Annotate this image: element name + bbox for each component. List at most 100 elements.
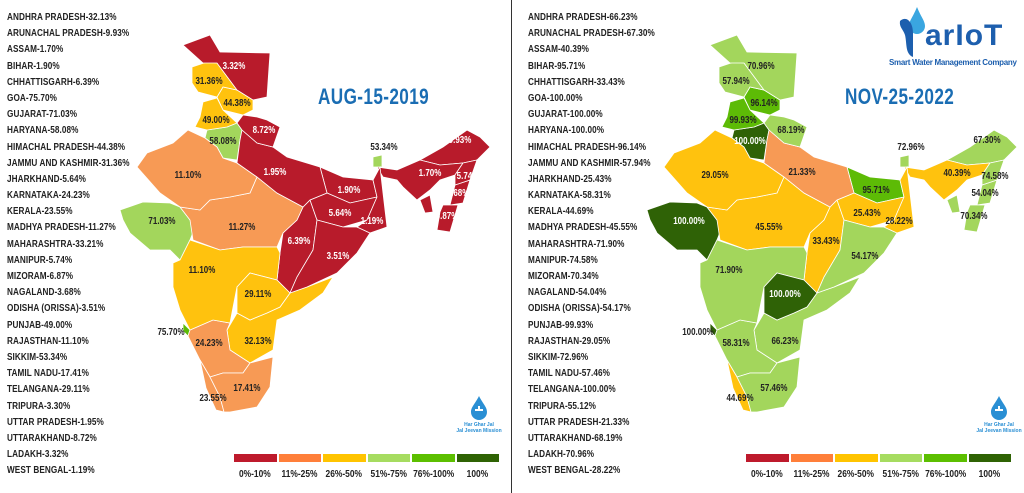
logo-tagline: Smart Water Management Company (889, 58, 1017, 67)
map-label-odisha-orissa: 3.51% (327, 250, 350, 261)
legend-item-: 0%-10% (234, 454, 277, 480)
state-list-item-gujarat: GUJARAT-71.03% (7, 108, 78, 121)
state-list-item-tamil-nadu: TAMIL NADU-57.46% (528, 367, 611, 380)
state-list-item-madhya-pradesh: MADHYA PRADESH-45.55% (528, 221, 638, 234)
legend-swatch (456, 454, 499, 462)
date-title-2019: AUG-15-2019 (318, 84, 430, 109)
state-region-tripura (419, 194, 434, 214)
india-map-2022: 66.23% 67.30% 40.39% 95.71% 33.43% 100.00% 100… (646, 34, 1018, 413)
legend-swatch (924, 454, 967, 462)
state-list-2022: ANDHRA PRADESH-66.23% ARUNACHAL PRADESH-6… (528, 9, 691, 478)
state-list-item-gujarat: GUJARAT-100.00% (528, 108, 603, 121)
map-label-telangana: 29.11% (245, 288, 272, 299)
state-list-item-madhya-pradesh: MADHYA PRADESH-11.27% (7, 221, 116, 234)
map-label-tamil-nadu: 57.46% (760, 382, 787, 393)
map-label-chhattisgarh: 33.43% (812, 235, 839, 246)
state-list-item-mizoram: MIZORAM-70.34% (528, 270, 599, 282)
state-region-punjab (194, 97, 238, 131)
state-region-jharkhand (836, 192, 905, 228)
map-label-west-bengal: 28.22% (885, 215, 912, 226)
legend-item-: 0%-10% (746, 454, 789, 480)
map-label-punjab: 49.00% (202, 114, 229, 125)
state-list-item-chhattisgarh: CHHATTISGARH-33.43% (528, 75, 625, 88)
state-list-item-jammu-and-kashmir: JAMMU AND KASHMIR-57.94% (528, 156, 651, 169)
map-label-maharashtra: 11.10% (189, 264, 216, 275)
state-list-item-manipur: MANIPUR-74.58% (528, 253, 598, 266)
map-label-arunachal-pradesh: 67.30% (973, 134, 1000, 145)
map-label-kerala: 44.69% (726, 392, 753, 403)
panel-divider (511, 0, 512, 493)
state-region-nagaland (981, 159, 1005, 186)
legend-2019: 0%-10% 11%-25% 26%-50% 51%-75% 76%-100% 100% (234, 454, 499, 480)
map-label-ladakh: 3.32% (223, 60, 246, 71)
legend-label: 100% (978, 468, 1001, 480)
harlot-logo: arIoT (895, 3, 1020, 59)
state-list-item-bihar: BIHAR-1.90% (7, 59, 60, 72)
map-label-himachal-pradesh: 96.14% (750, 97, 777, 108)
state-list-item-bihar: BIHAR-95.71% (528, 59, 586, 72)
jjm-line1: Har Ghar Jal (464, 422, 494, 428)
state-list-item-andhra-pradesh: ANDHRA PRADESH-66.23% (528, 11, 638, 23)
state-list-item-haryana: HARYANA-100.00% (528, 124, 605, 137)
map-label-tamil-nadu: 17.41% (233, 382, 260, 393)
state-region-nagaland (454, 159, 478, 186)
jal-jeevan-logo-2022: Har Ghar Jal Jal Jeevan Mission (974, 396, 1024, 434)
state-list-item-jammu-and-kashmir: JAMMU AND KASHMIR-31.36% (7, 156, 130, 169)
state-region-telangana (236, 272, 291, 321)
legend-label: 51%-75% (370, 468, 407, 480)
map-label-maharashtra: 71.90% (715, 264, 742, 275)
state-region-sikkim (899, 154, 910, 168)
map-label-bihar: 1.90% (338, 184, 361, 195)
state-list-item-jharkhand: JHARKHAND-25.43% (528, 172, 612, 185)
map-label-punjab: 99.93% (729, 114, 756, 125)
map-label-west-bengal: 1.19% (361, 215, 384, 226)
map-label-karnataka: 24.23% (195, 337, 222, 348)
state-list-item-odisha-orissa: ODISHA (ORISSA)-3.51% (7, 302, 106, 315)
map-label-rajasthan: 29.05% (701, 169, 728, 180)
map-label-assam: 1.70% (419, 167, 442, 178)
state-list-item-arunachal-pradesh: ARUNACHAL PRADESH-9.93% (7, 27, 130, 40)
legend-item-: 11%-25% (278, 454, 321, 480)
state-list-item-maharashtra: MAHARASHTRA-71.90% (528, 237, 625, 250)
map-label-nagaland: 54.04% (971, 187, 998, 198)
legend-item-: 51%-75% (367, 454, 410, 480)
state-list-item-assam: ASSAM-40.39% (528, 43, 590, 56)
map-label-bihar: 95.71% (862, 184, 889, 195)
water-tap-drop-icon (471, 396, 487, 420)
map-label-uttarakhand: 8.72% (253, 124, 276, 135)
state-list-item-jharkhand: JHARKHAND-5.64% (7, 172, 86, 185)
map-label-chhattisgarh: 6.39% (288, 235, 311, 246)
legend-item-: 26%-50% (835, 454, 878, 480)
legend-item-: 100% (456, 454, 499, 480)
state-list-item-ladakh: LADAKH-70.96% (528, 448, 595, 461)
jal-jeevan-logo-2019: Har Ghar Jal Jal Jeevan Mission (454, 396, 504, 434)
legend-item-: 51%-75% (879, 454, 922, 480)
jjm-line1: Har Ghar Jal (984, 422, 1014, 428)
legend-label: 0%-10% (751, 468, 784, 480)
state-list-item-nagaland: NAGALAND-54.04% (528, 286, 607, 299)
state-list-item-nagaland: NAGALAND-3.68% (7, 286, 81, 299)
state-list-item-odisha-orissa: ODISHA (ORISSA)-54.17% (528, 302, 631, 315)
state-list-item-goa: GOA-75.70% (7, 91, 57, 104)
legend-label: 100% (466, 468, 489, 480)
map-label-mizoram: 70.34% (960, 210, 987, 221)
map-label-jharkhand: 25.43% (853, 207, 880, 218)
state-region-assam (903, 159, 991, 201)
map-label-andhra-pradesh: 32.13% (244, 335, 271, 346)
legend-label: 76%-100% (412, 468, 454, 480)
legend-label: 51%-75% (882, 468, 919, 480)
legend-swatch (234, 454, 277, 462)
state-region-odisha-orissa (289, 219, 371, 294)
state-region-assam (376, 159, 464, 201)
legend-label: 76%-100% (924, 468, 966, 480)
state-list-item-assam: ASSAM-1.70% (7, 43, 64, 56)
legend-2022: 0%-10% 11%-25% 26%-50% 51%-75% 76%-100% 100% (746, 454, 1011, 480)
legend-item-: 76%-100% (412, 454, 455, 480)
map-label-kerala: 23.55% (199, 392, 226, 403)
state-region-west-bengal (883, 165, 915, 234)
state-region-uttarakhand (763, 114, 808, 148)
state-region-mizoram (963, 204, 986, 233)
state-region-ladakh (709, 34, 798, 101)
state-list-item-andhra-pradesh: ANDHRA PRADESH-32.13% (7, 11, 117, 23)
